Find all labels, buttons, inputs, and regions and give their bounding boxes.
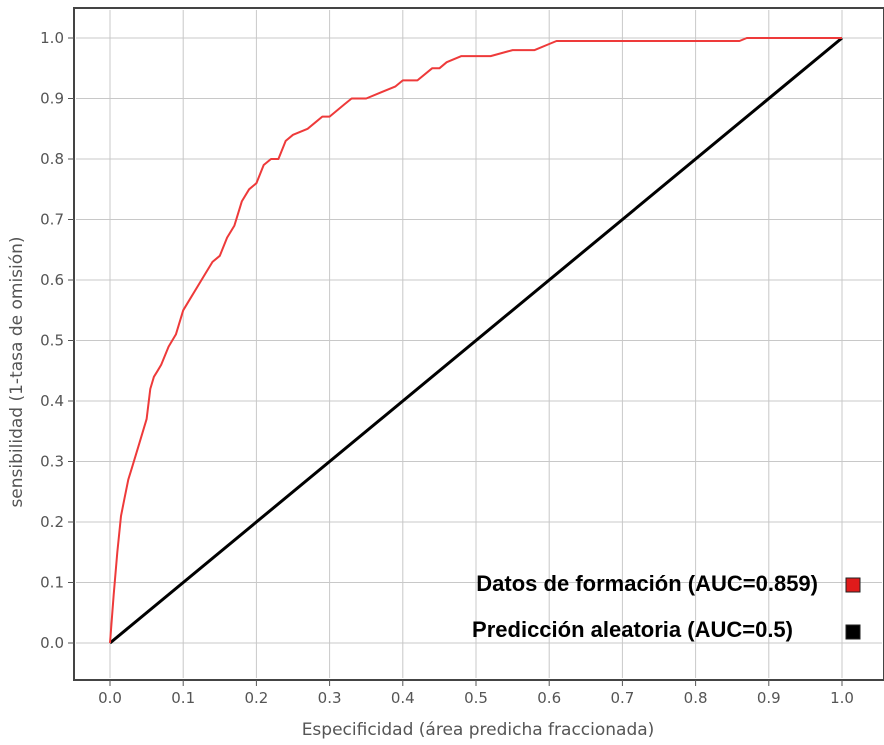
- y-tick-label: 0.3: [40, 453, 64, 471]
- legend-label-random: Predicción aleatoria (AUC=0.5): [472, 617, 793, 642]
- y-tick-label: 0.8: [40, 150, 64, 168]
- grid: [76, 10, 882, 678]
- y-tick-label: 0.7: [40, 211, 64, 229]
- x-tick-label: 0.2: [244, 689, 268, 707]
- y-tick-label: 0.5: [40, 332, 64, 350]
- legend-label-training: Datos de formación (AUC=0.859): [476, 571, 818, 596]
- plot-frame: [73, 7, 884, 681]
- x-tick-label: 0.8: [684, 689, 708, 707]
- legend: Datos de formación (AUC=0.859) Predicció…: [472, 571, 861, 642]
- legend-swatch-training: [845, 577, 861, 593]
- x-axis-title: Especificidad (área predicha fraccionada…: [302, 720, 655, 740]
- legend-swatch-random: [845, 624, 861, 640]
- y-tick-label: 0.6: [40, 271, 64, 289]
- series-line-training: [109, 37, 842, 644]
- x-tick-label: 0.6: [537, 689, 561, 707]
- x-tick-label: 1.0: [830, 689, 854, 707]
- x-tick-label: 0.1: [171, 689, 195, 707]
- x-tick-label: 0.9: [757, 689, 781, 707]
- y-axis-title: sensibilidad (1-tasa de omisión): [7, 236, 27, 507]
- y-tick-label: 0.4: [40, 392, 64, 410]
- y-axis-ticks: 0.0 0.1 0.2 0.3 0.4 0.5 0.6 0.7 0.8 0.9 1.0: [40, 29, 74, 652]
- y-tick-label: 0.0: [40, 634, 64, 652]
- x-tick-label: 0.7: [610, 689, 634, 707]
- x-tick-label: 0.4: [391, 689, 415, 707]
- y-tick-label: 0.1: [40, 574, 64, 592]
- series-line-random: [109, 36, 843, 645]
- series-lines: [109, 36, 843, 645]
- x-tick-label: 0.3: [318, 689, 342, 707]
- x-tick-label: 0.5: [464, 689, 488, 707]
- x-axis-ticks: 0.0 0.1 0.2 0.3 0.4 0.5 0.6 0.7 0.8 0.9 1.0: [98, 680, 854, 707]
- y-tick-label: 0.2: [40, 513, 64, 531]
- y-tick-label: 1.0: [40, 29, 64, 47]
- x-tick-label: 0.0: [98, 689, 122, 707]
- y-tick-label: 0.9: [40, 90, 64, 108]
